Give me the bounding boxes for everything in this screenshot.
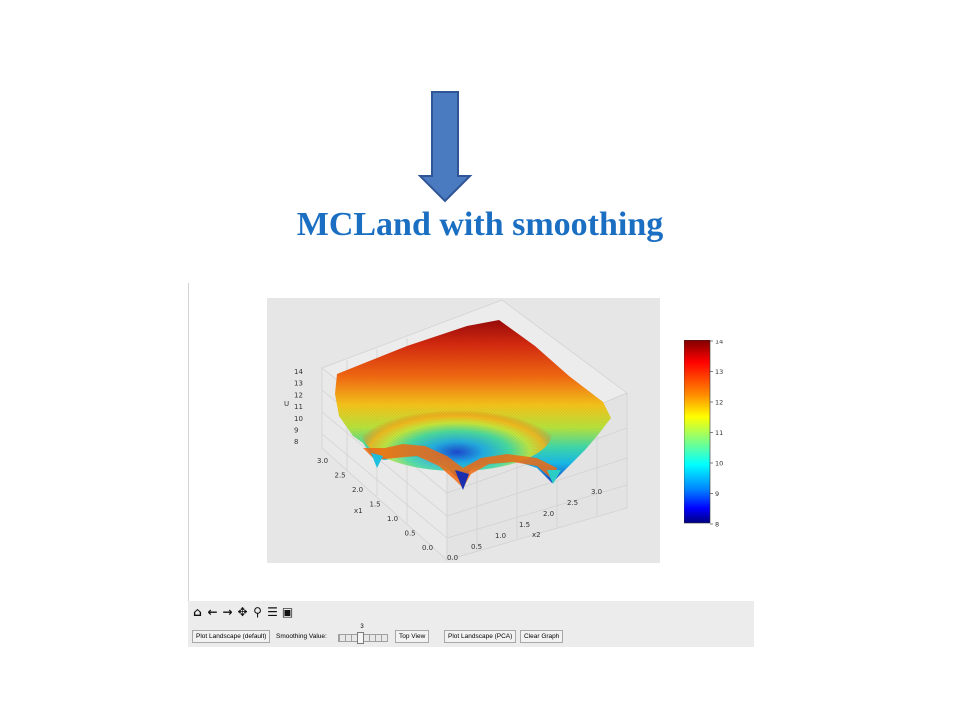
colorbar-tick-label: 13 xyxy=(715,368,723,376)
z-axis-label: U xyxy=(284,400,289,408)
x2-tick-labels: 0.0 0.5 1.0 1.5 2.0 2.5 3.0 xyxy=(447,488,602,562)
x2-tick-label: 1.5 xyxy=(519,521,530,529)
colorbar-tick-label: 14 xyxy=(715,340,723,346)
forward-icon[interactable]: → xyxy=(222,604,233,619)
pan-icon[interactable]: ✥ xyxy=(237,604,248,619)
z-tick-label: 10 xyxy=(294,415,303,423)
x2-tick-label: 0.5 xyxy=(471,543,482,551)
top-view-button[interactable]: Top View xyxy=(395,630,430,643)
colorbar: 14 13 12 11 10 9 8 xyxy=(684,340,723,529)
z-tick-label: 14 xyxy=(294,368,303,376)
plot-landscape-default-button[interactable]: Plot Landscape (default) xyxy=(192,630,271,643)
mcland-app-window: U 14 13 12 11 10 9 8 x1 3.0 2.5 2.0 1.5 1.0 0.5 0.0 … xyxy=(188,283,754,647)
z-tick-label: 8 xyxy=(294,438,298,446)
x2-tick-label: 2.0 xyxy=(543,510,554,518)
save-icon[interactable]: ▣ xyxy=(281,604,294,619)
x2-tick-label: 1.0 xyxy=(495,532,506,540)
x2-tick-label: 0.0 xyxy=(447,554,458,562)
plot-panel[interactable]: U 14 13 12 11 10 9 8 x1 3.0 2.5 2.0 1.5 1.0 0.5 0.0 … xyxy=(267,298,660,563)
bottom-control-area: ⌂ ← → ✥ ⚲ ☰ ▣ Plot Landscape (default) Smoothi… xyxy=(188,601,754,647)
x1-tick-label: 2.0 xyxy=(352,486,363,494)
x1-tick-label: 1.0 xyxy=(387,515,398,523)
slide-title: MCLand with smoothing xyxy=(296,206,664,243)
clear-graph-button[interactable]: Clear Graph xyxy=(520,630,564,643)
z-tick-labels: 14 13 12 11 10 9 8 xyxy=(294,368,303,446)
z-tick-label: 12 xyxy=(294,391,303,399)
zoom-icon[interactable]: ⚲ xyxy=(253,604,262,619)
slider-thumb[interactable] xyxy=(357,632,364,644)
x2-axis-label: x2 xyxy=(532,531,541,539)
smoothing-slider[interactable]: 3 xyxy=(336,624,388,644)
back-icon[interactable]: ← xyxy=(207,604,218,619)
colorbar-tick-label: 9 xyxy=(715,490,719,498)
z-tick-label: 13 xyxy=(294,380,303,388)
x1-tick-label: 0.5 xyxy=(405,530,416,538)
x2-tick-label: 2.5 xyxy=(567,499,578,507)
x1-tick-label: 2.5 xyxy=(335,472,346,480)
x1-axis-label: x1 xyxy=(354,507,363,515)
colorbar-gradient xyxy=(684,340,711,524)
window-border xyxy=(188,283,189,647)
x1-tick-label: 1.5 xyxy=(370,501,381,509)
x2-tick-label: 3.0 xyxy=(591,488,602,496)
colorbar-tick-label: 11 xyxy=(715,429,723,437)
configure-subplots-icon[interactable]: ☰ xyxy=(267,604,278,619)
plot-landscape-pca-button[interactable]: Plot Landscape (PCA) xyxy=(444,630,517,643)
energy-surface xyxy=(335,320,611,490)
colorbar-tick-label: 8 xyxy=(715,521,719,529)
colorbar-tick-label: 10 xyxy=(715,460,723,468)
x1-tick-labels: 3.0 2.5 2.0 1.5 1.0 0.5 0.0 xyxy=(317,457,433,552)
colorbar-tick-label: 12 xyxy=(715,399,723,407)
colorbar-tick-labels: 14 13 12 11 10 9 8 xyxy=(710,340,723,529)
smoothing-slider-value: 3 xyxy=(360,624,364,630)
down-arrow-icon xyxy=(418,91,473,203)
x1-tick-label: 0.0 xyxy=(422,544,433,552)
x1-tick-label: 3.0 xyxy=(317,457,328,465)
navigation-toolbar: ⌂ ← → ✥ ⚲ ☰ ▣ xyxy=(190,604,295,620)
smoothing-value-label: Smoothing Value: xyxy=(276,633,327,640)
home-icon[interactable]: ⌂ xyxy=(193,604,202,619)
z-tick-label: 9 xyxy=(294,427,298,435)
z-tick-label: 11 xyxy=(294,403,303,411)
controls-row: Plot Landscape (default) Smoothing Value… xyxy=(192,624,752,644)
